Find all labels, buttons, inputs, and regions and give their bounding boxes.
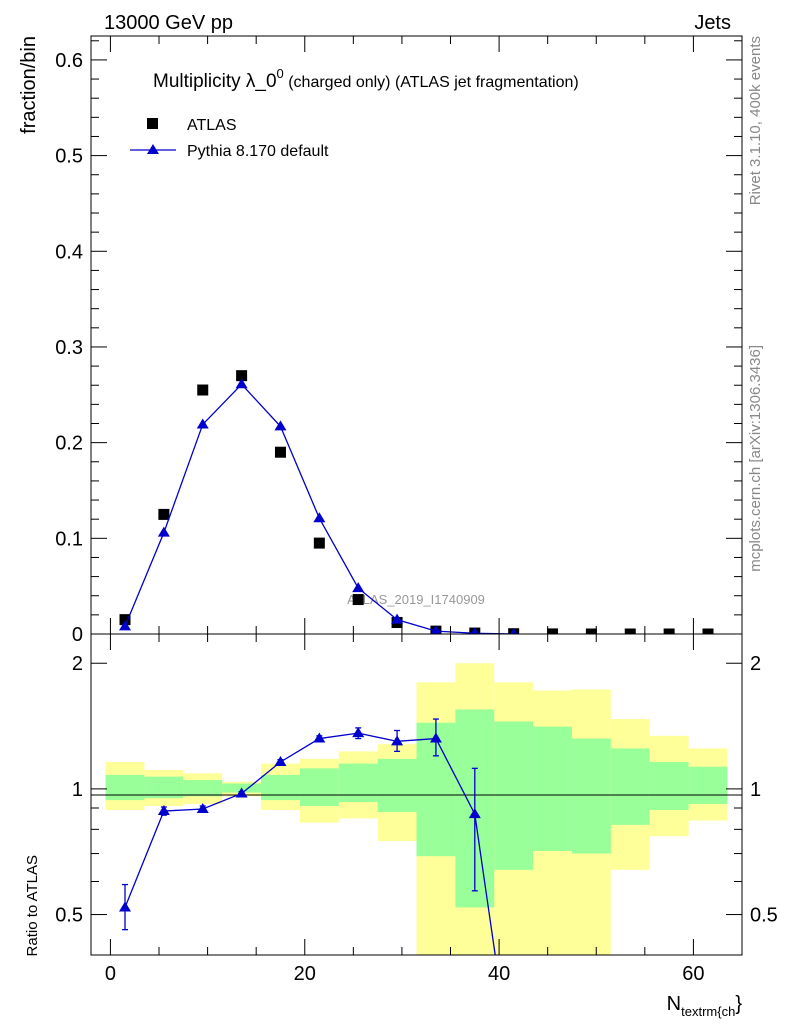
legend-atlas-marker [147, 118, 158, 129]
beam-energy-label: 13000 GeV pp [104, 12, 233, 34]
ratio-y-tick-label-left: 0.5 [55, 905, 83, 927]
atlas-data-point [352, 594, 364, 606]
process-label: Jets [694, 12, 731, 34]
x-axis-title: Ntextrm{ch} [667, 993, 743, 1019]
pythia-point [470, 627, 479, 634]
inner-uncertainty-band [571, 738, 611, 854]
inner-uncertainty-band [649, 761, 689, 811]
legend-atlas-label: ATLAS [187, 117, 237, 134]
pythia-point [510, 628, 518, 634]
atlas-data-point [663, 628, 675, 634]
pythia-ratio-point [352, 727, 365, 738]
pythia-ratio-point [235, 787, 248, 798]
atlas-data-point [197, 384, 209, 396]
analysis-watermark: ATLAS_2019_I1740909 [347, 592, 485, 607]
inner-uncertainty-band [105, 774, 145, 801]
atlas-data-point [313, 537, 325, 549]
x-tick-label: 60 [682, 963, 704, 985]
pythia-point [352, 582, 365, 593]
atlas-data-point [624, 628, 636, 634]
mcplots-reference-label: mcplots.cern.ch [arXiv:1306.3436] [747, 345, 764, 572]
ratio-y-tick-label-right: 1 [750, 779, 761, 801]
pythia-point [119, 620, 132, 631]
inner-uncertainty-band [688, 766, 728, 805]
inner-uncertainty-band [183, 780, 223, 797]
atlas-data-point [274, 446, 286, 458]
top-y-tick-label: 0.2 [55, 433, 83, 455]
inner-uncertainty-band [144, 776, 184, 799]
top-y-tick-label: 0.3 [55, 337, 83, 359]
inner-uncertainty-band [610, 748, 650, 825]
atlas-data-point [585, 628, 597, 634]
legend-pythia-label: Pythia 8.170 default [187, 143, 329, 160]
pythia-ratio-point [391, 735, 404, 746]
ratio-y-axis-title: Ratio to ATLAS [24, 855, 41, 956]
top-y-tick-label: 0.6 [55, 50, 83, 72]
pythia-ratio-point [119, 901, 132, 912]
ratio-y-tick-label-right: 2 [750, 653, 761, 675]
pythia-point [157, 526, 170, 537]
inner-uncertainty-band [261, 774, 300, 801]
atlas-data-point [119, 614, 131, 626]
top-y-tick-label: 0.4 [55, 241, 83, 263]
pythia-point [430, 625, 442, 634]
pythia-point [391, 613, 404, 624]
pythia-ratio-point [157, 805, 170, 816]
atlas-data-point [547, 628, 559, 634]
pythia-ratio-point [196, 803, 209, 814]
pythia-ratio-point [429, 732, 442, 743]
ratio-y-tick-label-right: 0.5 [750, 905, 778, 927]
top-y-tick-label: 0.1 [55, 528, 83, 550]
inner-uncertainty-band [533, 726, 572, 851]
x-tick-label: 0 [105, 963, 116, 985]
ratio-panel-frame [90, 633, 743, 956]
ratio-y-tick-label-left: 2 [72, 653, 83, 675]
ratio-y-tick-label-left: 1 [72, 779, 83, 801]
pythia-ratio-point [274, 755, 287, 766]
legend: ATLAS Pythia 8.170 default [130, 117, 329, 160]
top-y-axis-title: fraction/bin [18, 36, 40, 134]
atlas-data-point [702, 628, 714, 634]
pythia-ratio-point [468, 808, 481, 819]
top-axis-ticks: 0 0.1 0.2 0.3 0.4 0.5 0.6 [55, 40, 742, 646]
pythia-point [235, 378, 248, 389]
top-data-marks [119, 370, 714, 634]
ratio-data-marks [119, 718, 496, 955]
inner-uncertainty-band [299, 768, 339, 806]
top-y-tick-label: 0 [72, 624, 83, 646]
top-y-tick-label: 0.5 [55, 146, 83, 168]
inner-uncertainty-band [338, 763, 378, 803]
atlas-data-point [236, 370, 248, 382]
atlas-data-point [158, 508, 170, 520]
pythia-ratio-point [313, 732, 326, 743]
inner-uncertainty-band [494, 721, 534, 870]
pythia-point [313, 512, 326, 523]
x-tick-label: 20 [294, 963, 316, 985]
rivet-version-label: Rivet 3.1.10, 400k events [747, 36, 764, 205]
pythia-point [274, 420, 287, 431]
legend-pythia-marker [147, 144, 159, 154]
plot-title: Multiplicity λ_00 (charged only) (ATLAS … [153, 66, 579, 92]
inner-uncertainty-band [377, 758, 417, 813]
x-tick-label: 40 [488, 963, 510, 985]
pythia-point [196, 418, 209, 429]
ratio-axis-ticks: 0 20 40 60 0.5 0.5 1 1 2 2 [55, 36, 778, 985]
